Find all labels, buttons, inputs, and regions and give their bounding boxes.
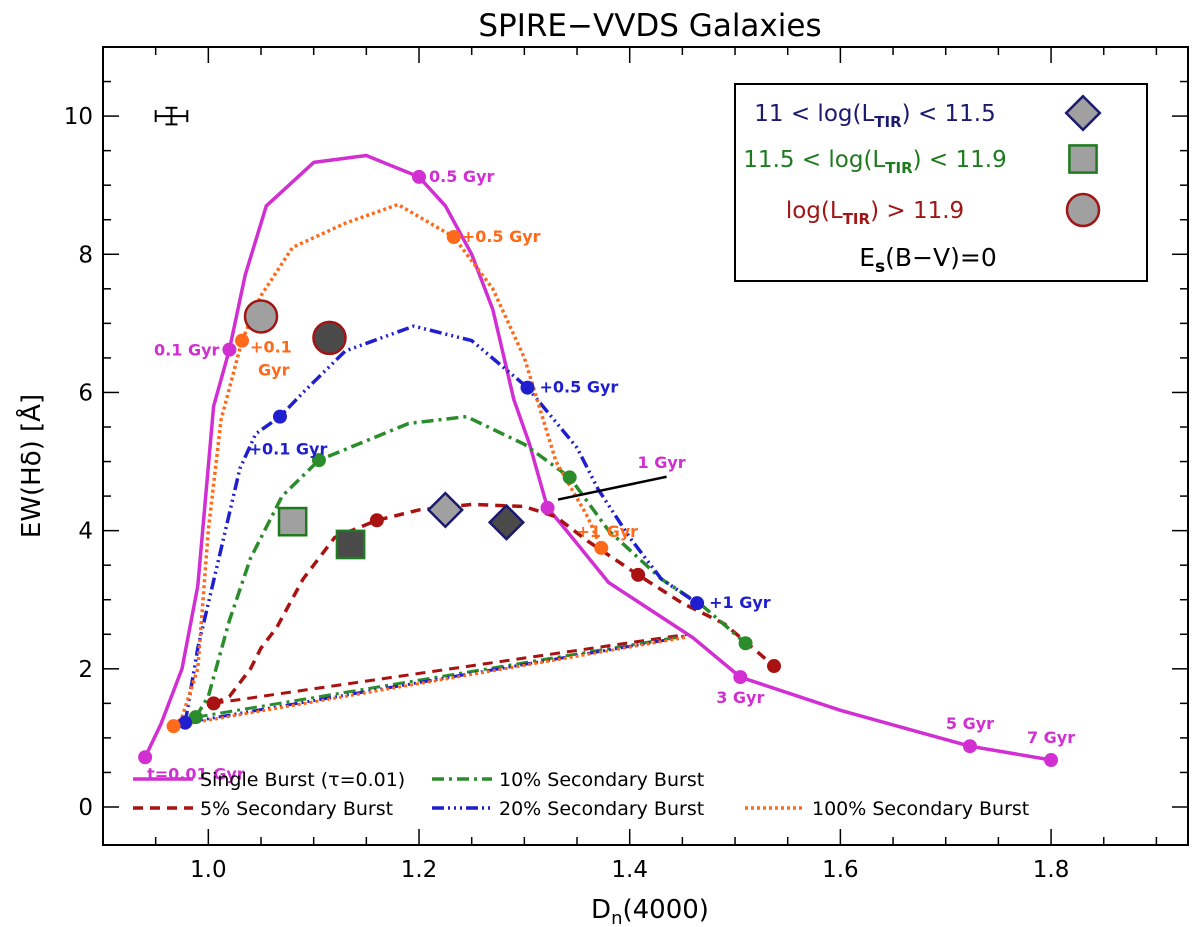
- y-tick-label: 6: [78, 380, 93, 406]
- series-marker: [690, 596, 705, 611]
- series-marker: [178, 715, 193, 730]
- y-tick-label: 2: [78, 657, 93, 683]
- bottom-legend-label: Single Burst (τ=0.01): [200, 769, 405, 791]
- inset-legend-subscript: TIR: [843, 210, 871, 228]
- series-marker: [540, 500, 555, 515]
- annotation-label: +0.5 Gyr: [540, 378, 619, 397]
- series-line: [143, 153, 1052, 762]
- series-marker: [738, 636, 753, 651]
- plot-frame: [102, 46, 1189, 846]
- data-point-square: [335, 529, 366, 560]
- chart-title: SPIRE−VVDS Galaxies: [478, 8, 821, 44]
- annotation-label: +0.5 Gyr: [462, 227, 541, 246]
- inset-legend-text: ) > 11.9: [870, 198, 964, 224]
- series-marker: [369, 513, 384, 528]
- series-marker: [520, 380, 535, 395]
- inset-legend-marker-diamond: [1064, 94, 1102, 132]
- annotation-label: +1 Gyr: [576, 522, 638, 541]
- inset-legend-marker-square: [1068, 144, 1098, 174]
- inset-legend-label: log(LTIR) > 11.9: [786, 198, 964, 228]
- inset-legend-label: 11 < log(LTIR) < 11.5: [754, 101, 995, 131]
- bottom-legend-label: 10% Secondary Burst: [499, 769, 704, 791]
- return-line: [173, 635, 688, 728]
- inset-legend: 11 < log(LTIR) < 11.511.5 < log(LTIR) < …: [734, 83, 1148, 282]
- x-axis-label-sub: n: [611, 908, 622, 927]
- plot-area: 1.0 1.2 1.4 1.6 1.8 0 2 4 6 8 10 0.5 Gyr 0.1 Gyr 1 Gy…: [64, 46, 1189, 883]
- x-axis-label: Dn(4000): [591, 895, 709, 927]
- data-point-circle: [312, 320, 347, 356]
- series-marker: [272, 409, 287, 424]
- inset-legend-subscript: TIR: [874, 113, 902, 131]
- inset-legend-text: log(L: [786, 198, 843, 224]
- data-point-square: [277, 506, 308, 537]
- series-line: [172, 202, 603, 728]
- series-marker: [446, 230, 461, 244]
- bottom-legend: Single Burst (τ=0.01) 10% Secondary Burst…: [133, 769, 1029, 820]
- annotation-label: +1 Gyr: [709, 593, 771, 612]
- series-marker: [412, 169, 427, 184]
- y-tick-label: 8: [78, 242, 93, 268]
- annotation-label: 0.5 Gyr: [429, 167, 494, 186]
- y-tick-label: 0: [78, 795, 93, 821]
- annotation-label: +0.1 Gyr: [249, 440, 328, 459]
- x-tick-label: 1.6: [822, 857, 859, 883]
- annotation-label: 3 Gyr: [716, 688, 764, 707]
- series-marker: [311, 453, 326, 468]
- y-tick-label: 4: [78, 519, 93, 545]
- annotation-label: 1 Gyr: [638, 453, 686, 472]
- bottom-legend-label: 20% Secondary Burst: [499, 798, 704, 820]
- series-marker: [166, 719, 181, 734]
- bottom-legend-label: 100% Secondary Burst: [812, 798, 1029, 820]
- inset-legend-text: 11 < log(L: [754, 101, 874, 127]
- annotation-label: 7 Gyr: [1027, 728, 1075, 747]
- ebv-label-sub: s: [875, 257, 885, 277]
- x-tick-label: 1.2: [401, 857, 438, 883]
- x-tick-label: 1.4: [611, 857, 648, 883]
- series-marker: [733, 670, 748, 685]
- x-axis-label-main: D: [591, 895, 611, 925]
- annotation-label: 0.1 Gyr: [154, 341, 219, 360]
- series-marker: [188, 710, 203, 725]
- return-line: [213, 632, 688, 705]
- y-axis-label: EW(Hδ) [Å]: [15, 394, 47, 538]
- series-marker: [222, 342, 237, 357]
- annotation-label: +0.1: [250, 338, 292, 357]
- inset-legend-label: 11.5 < log(LTIR) < 11.9: [743, 147, 1006, 177]
- inset-legend-text: ) < 11.5: [902, 101, 996, 127]
- series-marker: [631, 567, 646, 582]
- series-marker: [138, 750, 153, 765]
- series-marker: [594, 540, 609, 555]
- data-point-diamond: [426, 491, 464, 529]
- ebv-label: Es(B−V)=0: [859, 243, 996, 277]
- series-marker: [1044, 753, 1059, 768]
- ebv-label-rest: (B−V)=0: [885, 243, 997, 272]
- inset-legend-box: [734, 83, 1148, 282]
- annotation-label: Gyr: [258, 361, 290, 380]
- series-line: [183, 324, 699, 723]
- annotation-label: 5 Gyr: [946, 714, 994, 733]
- inset-legend-subscript: TIR: [885, 159, 913, 177]
- y-tick-label: 10: [64, 104, 93, 130]
- series-marker: [962, 739, 977, 754]
- inset-legend-text: ) < 11.9: [913, 147, 1007, 173]
- x-tick-label: 1.0: [190, 857, 227, 883]
- series-line: [212, 502, 776, 706]
- series-marker: [562, 470, 577, 485]
- annotation-pointer: [557, 475, 667, 501]
- data-point-diamond: [487, 503, 526, 541]
- inset-legend-marker-circle: [1065, 192, 1101, 228]
- x-tick-label: 1.8: [1033, 857, 1070, 883]
- return-line: [195, 634, 688, 719]
- ebv-label-main: E: [859, 243, 875, 272]
- inset-legend-text: 11.5 < log(L: [743, 147, 885, 173]
- x-axis-label-rest: (4000): [622, 895, 708, 925]
- series-marker: [235, 333, 250, 348]
- series-marker: [206, 696, 221, 711]
- series-marker: [767, 659, 782, 674]
- data-point-circle: [243, 299, 279, 334]
- bottom-legend-label: 5% Secondary Burst: [200, 798, 393, 820]
